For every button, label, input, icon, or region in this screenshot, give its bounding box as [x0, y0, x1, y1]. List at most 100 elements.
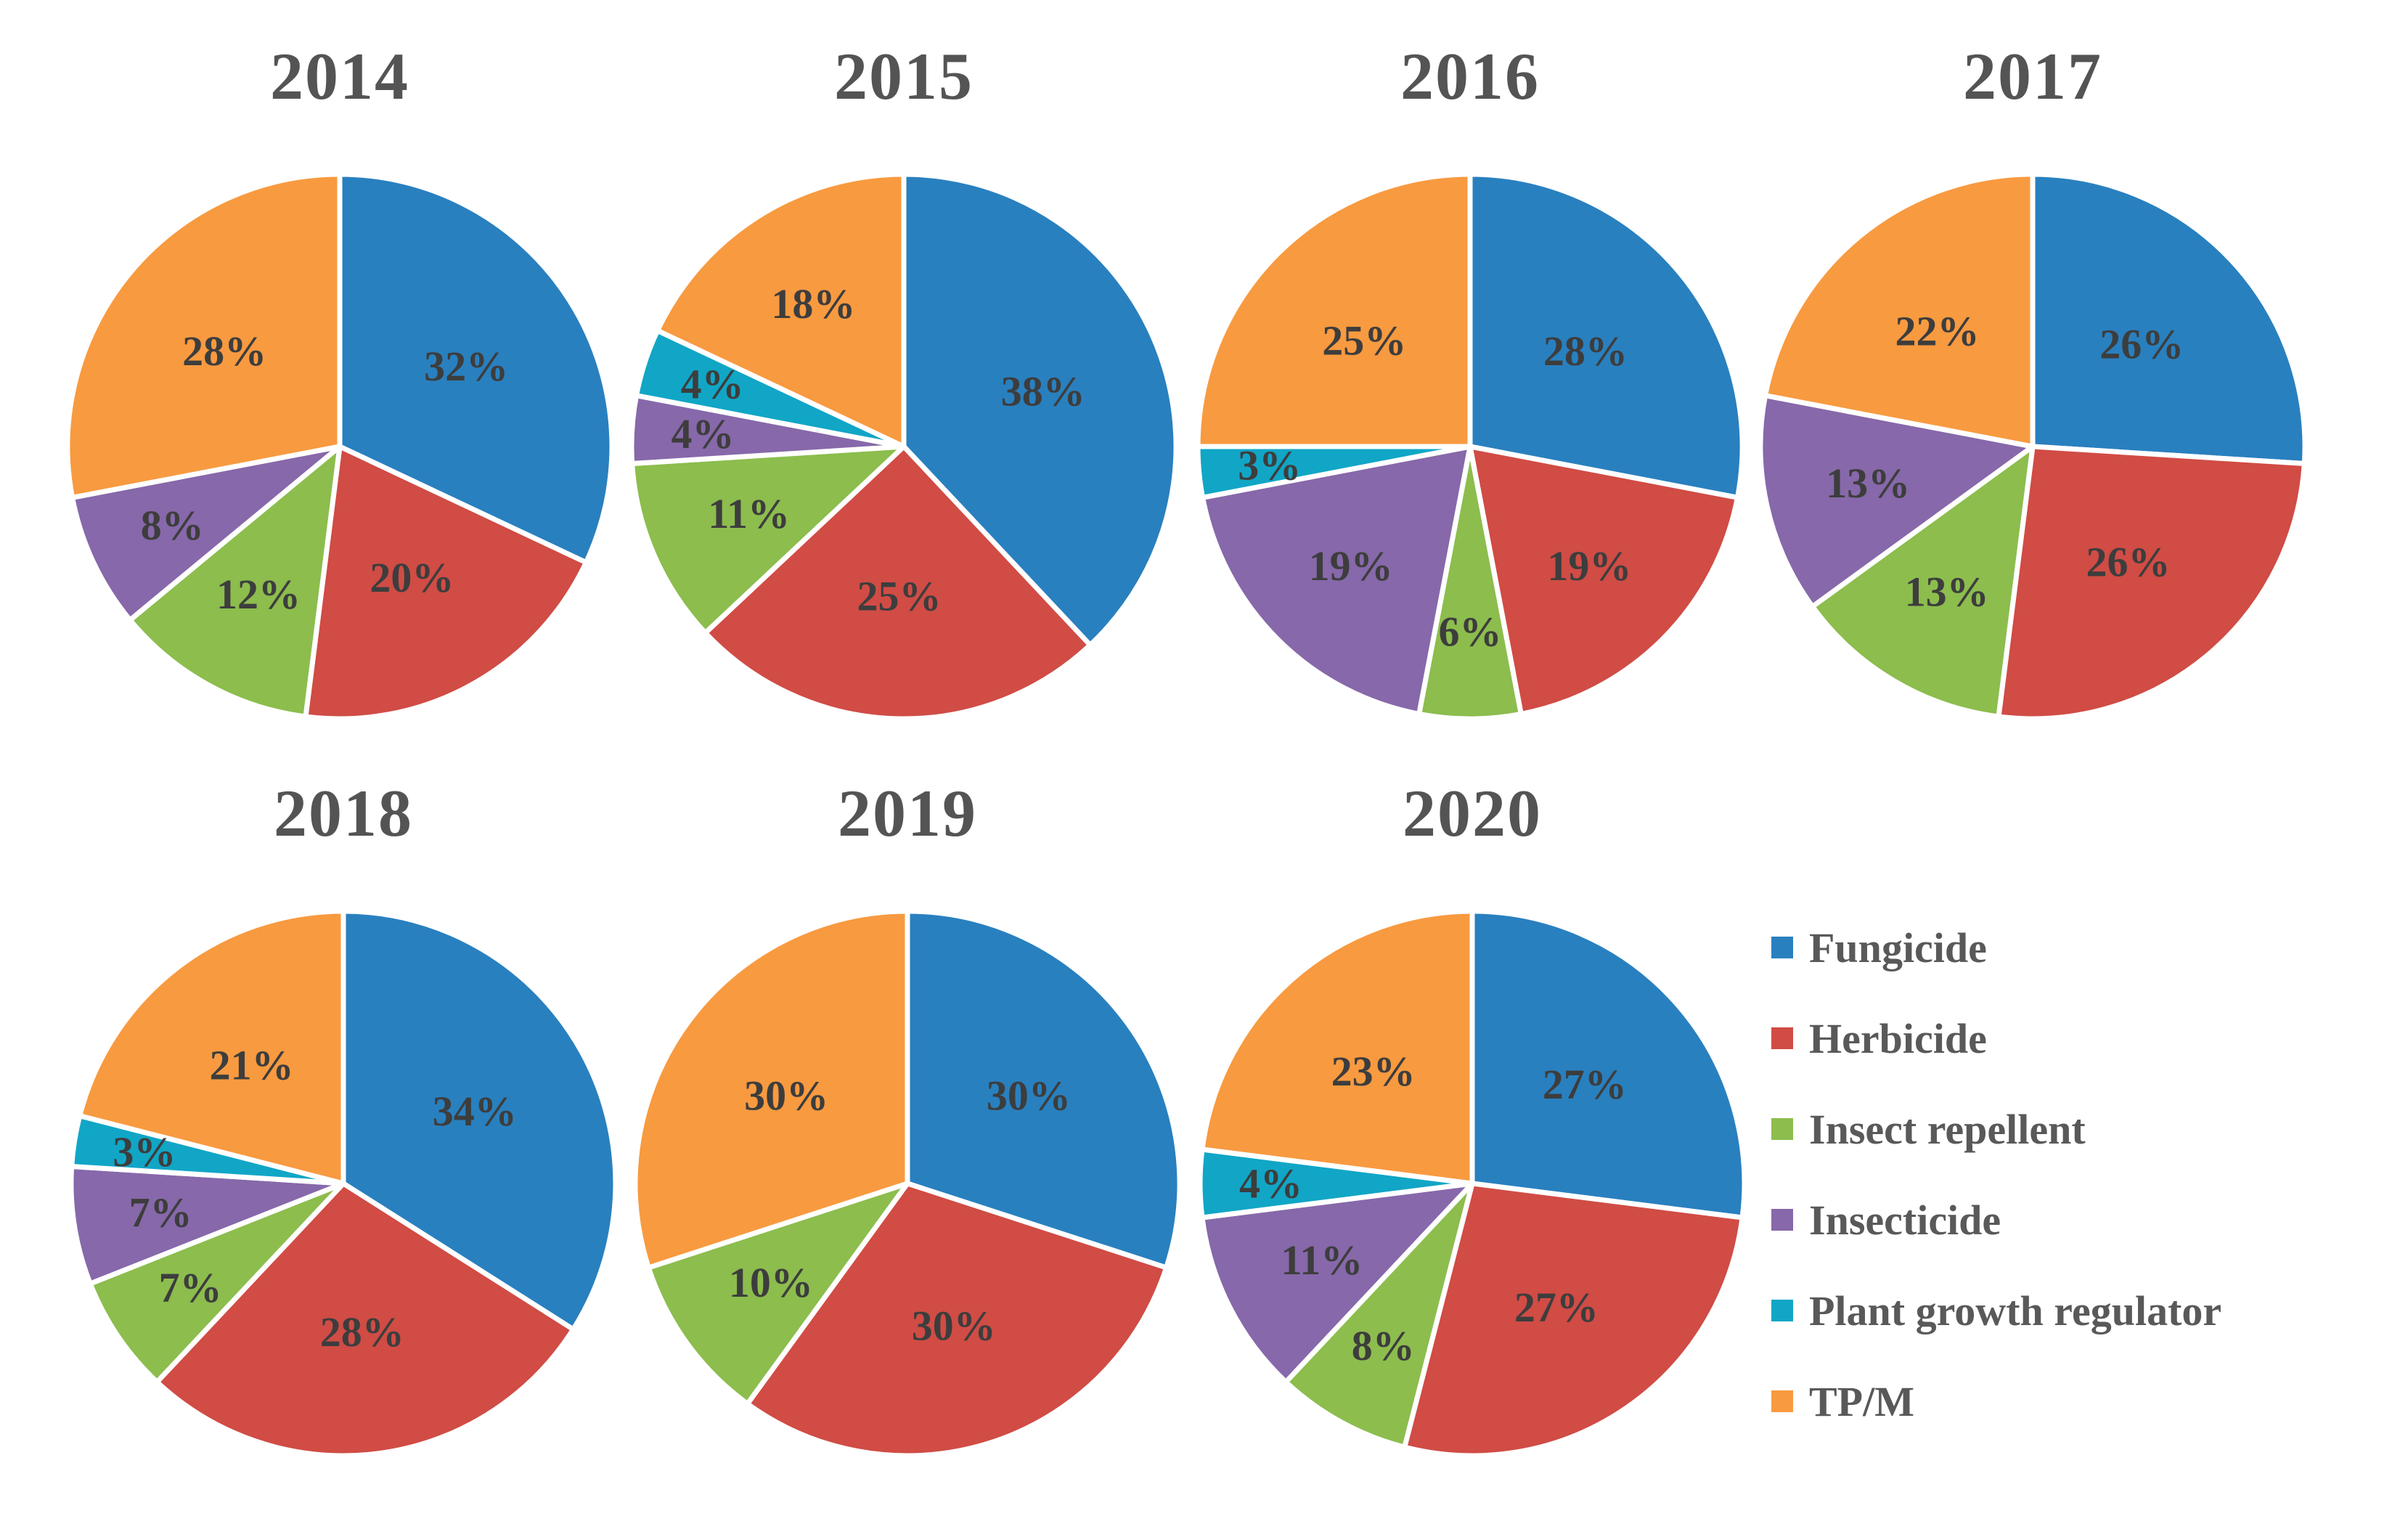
pie-label-2017-fungicide: 26% [2099, 320, 2184, 367]
pie-slice-2020-fungicide [1469, 908, 1747, 1221]
pie-label-2015-tp-m: 18% [771, 280, 855, 327]
pie-label-2017-herbicide: 26% [2086, 538, 2171, 585]
pie-label-2018-herbicide: 28% [320, 1308, 404, 1356]
pie-slice-2016-insecticide [1200, 444, 1473, 717]
pie-slice-2015-fungicide [901, 171, 1179, 648]
pie-slice-2018-herbicide [154, 1181, 576, 1459]
pie-slice-2014-tp-m [65, 171, 343, 500]
pie-slice-2016-tp-m [1195, 171, 1473, 449]
legend: Fungicide Herbicide Insect repellent Ins… [1771, 922, 2221, 1467]
legend-item-insecticide: Insecticide [1771, 1194, 2221, 1245]
pie-label-2014-herbicide: 20% [370, 554, 454, 601]
pie-label-2019-tp-m: 30% [744, 1072, 828, 1119]
pie-slice-2018-tp-m [77, 908, 346, 1186]
pie-slice-2017-insecticide [1758, 393, 2036, 609]
pie-label-2020-insecticide: 11% [1281, 1236, 1363, 1284]
pie-label-2020-tp-m: 23% [1331, 1048, 1416, 1095]
pie-chart-2020: 27% 27% 8% 11% 4% 23% [1197, 908, 1747, 1459]
pie-label-2015-herbicide: 25% [857, 573, 942, 620]
pie-label-2018-plant-growth-regulator: 3% [113, 1128, 176, 1175]
pie-slice-2015-insect-repellent [629, 444, 907, 636]
pie-label-2018-fungicide: 34% [433, 1088, 517, 1135]
pie-slice-2018-insecticide [68, 1164, 346, 1287]
legend-item-tpm: TP/M [1771, 1376, 2221, 1427]
pie-block-2018: 2018 34% 28% 7% 7% 3% 21% [60, 776, 627, 1467]
pie-chart-2014: 32% 20% 12% 8% 28% [65, 171, 615, 722]
pie-chart-2017: 26% 26% 13% 13% 22% [1758, 171, 2308, 722]
pie-label-2015-fungicide: 38% [1001, 368, 1085, 415]
pie-chart-2015: 38% 25% 11% 4%4% 18% [629, 171, 1179, 722]
pie-label-2014-fungicide: 32% [424, 343, 508, 390]
pie-slice-2014-insect-repellent [127, 444, 343, 720]
pie-label-2017-insecticide: 13% [1826, 460, 1910, 507]
pie-slice-2017-tp-m [1763, 171, 2036, 449]
pie-label-2019-insect-repellent: 10% [729, 1259, 813, 1306]
pie-slice-2016-fungicide [1467, 171, 1745, 500]
pie-slice-2020-tp-m [1199, 908, 1475, 1186]
pie-label-2014-insecticide: 8% [141, 502, 204, 549]
legend-item-fungicide: Fungicide [1771, 922, 2221, 973]
pie-label-2016-plant-growth-regulator: 3% [1238, 442, 1301, 489]
pie-title-2016: 2016 [1400, 39, 1540, 113]
pie-slice-2020-herbicide [1402, 1181, 1745, 1459]
pie-slice-2016-herbicide [1467, 444, 1740, 717]
pie-label-2014-insect-repellent: 12% [216, 571, 301, 618]
legend-swatch-tpm-icon [1771, 1390, 1793, 1412]
pie-label-2015-insecticide: 4% [672, 410, 735, 457]
legend-item-insect-repellent: Insect repellent [1771, 1104, 2221, 1154]
pie-chart-2019: 30% 30% 10% 30% [632, 908, 1183, 1459]
pie-slice-2020-insecticide [1199, 1181, 1475, 1385]
legend-swatch-herbicide-icon [1771, 1027, 1793, 1049]
pie-slice-2017-herbicide [1996, 444, 2307, 722]
pie-chart-2016: 28% 19% 6% 19% 3% 25% [1195, 171, 1745, 722]
legend-item-plant-growth-regulator: Plant growth regulator [1771, 1285, 2221, 1336]
pie-block-2014: 2014 32% 20% 12% 8% 28% [57, 39, 623, 730]
legend-label-tpm: TP/M [1809, 1377, 1914, 1425]
pie-title-2015: 2015 [834, 39, 974, 113]
pie-slice-2019-tp-m [632, 908, 910, 1271]
pie-title-2018: 2018 [274, 776, 413, 850]
legend-label-fungicide: Fungicide [1809, 924, 1987, 971]
pie-slice-2015-herbicide [703, 444, 1093, 722]
pie-title-2020: 2020 [1403, 776, 1542, 850]
legend-swatch-plant-growth-regulator-icon [1771, 1300, 1793, 1321]
pie-label-2017-insect-repellent: 13% [1905, 569, 1989, 616]
pie-slice-2014-insecticide [70, 444, 343, 623]
pie-slice-2019-insect-repellent [645, 1181, 910, 1406]
pie-label-2014-tp-m: 28% [182, 327, 266, 375]
pie-label-2016-insecticide: 19% [1309, 542, 1393, 590]
pie-slice-2019-fungicide [905, 908, 1183, 1271]
legend-label-insect-repellent: Insect repellent [1809, 1105, 2086, 1153]
pie-slice-2019-herbicide [745, 1181, 1170, 1459]
pie-label-2015-insect-repellent: 11% [708, 490, 790, 537]
pie-label-2015-plant-growth-regulator: 4% [681, 361, 744, 408]
pie-title-2017: 2017 [1963, 39, 2102, 113]
pie-block-2017: 2017 26% 26% 13% 13% 22% [1750, 39, 2316, 730]
pie-chart-2018: 34% 28% 7% 7% 3% 21% [68, 908, 619, 1459]
pie-title-2014: 2014 [270, 39, 409, 113]
pie-slice-2017-insect-repellent [1810, 444, 2036, 720]
pie-label-2017-tp-m: 22% [1895, 308, 1980, 355]
pie-slice-2017-fungicide [2030, 171, 2308, 466]
pie-label-2020-herbicide: 27% [1514, 1284, 1599, 1331]
pie-label-2020-plant-growth-regulator: 4% [1239, 1160, 1302, 1207]
pie-slice-2014-fungicide [337, 171, 615, 566]
legend-item-herbicide: Herbicide [1771, 1013, 2221, 1064]
pie-slice-2014-herbicide [303, 444, 589, 722]
legend-label-herbicide: Herbicide [1809, 1014, 1987, 1062]
legend-swatch-fungicide-icon [1771, 937, 1793, 958]
pie-block-2016: 2016 28% 19% 6% 19% 3% 25% [1187, 39, 1753, 730]
pie-slice-2018-insect-repellent [87, 1181, 346, 1385]
pie-label-2016-insect-repellent: 6% [1439, 608, 1502, 656]
pie-block-2015: 2015 38% 25% 11% 4% 4% 18% [621, 39, 1187, 730]
pie-slice-2015-tp-m [655, 171, 907, 449]
pie-slice-2020-insect-repellent [1283, 1181, 1475, 1450]
pie-label-2016-herbicide: 19% [1547, 542, 1631, 590]
pie-block-2020: 2020 27% 27% 8% 11% 4% 23% [1189, 776, 1755, 1467]
pie-label-2019-fungicide: 30% [987, 1072, 1071, 1119]
legend-label-plant-growth-regulator: Plant growth regulator [1809, 1287, 2222, 1334]
pie-label-2020-fungicide: 27% [1543, 1061, 1627, 1108]
pie-label-2018-insecticide: 7% [129, 1189, 192, 1236]
legend-swatch-insect-repellent-icon [1771, 1118, 1793, 1140]
pie-title-2019: 2019 [838, 776, 977, 850]
